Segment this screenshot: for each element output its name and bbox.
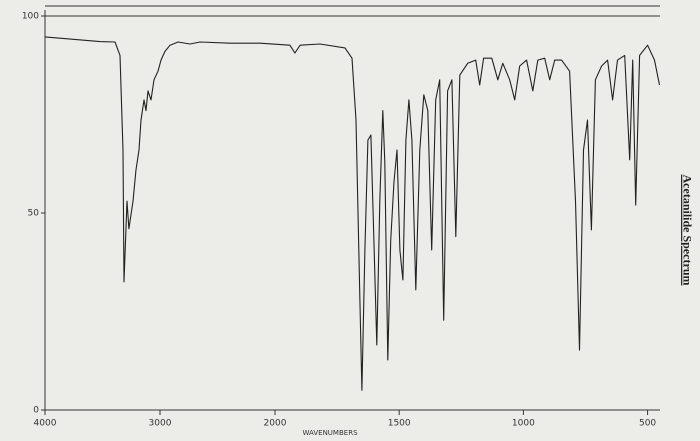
x-tick-label: 3000 xyxy=(149,419,172,429)
chart-title: Acetanilide Spectrum xyxy=(680,175,694,286)
y-tick-label: 50 xyxy=(28,209,40,219)
x-axis-label: WAVENUMBERS xyxy=(302,429,358,437)
x-tick-label: 500 xyxy=(639,419,656,429)
x-tick-label: 1000 xyxy=(512,419,535,429)
x-tick-label: 2000 xyxy=(264,419,287,429)
x-tick-label: 4000 xyxy=(34,419,57,429)
x-tick-label: 1500 xyxy=(388,419,411,429)
spectrum-line xyxy=(44,36,661,391)
y-tick-label: 0 xyxy=(33,406,39,416)
y-tick-label: 100 xyxy=(22,12,39,22)
